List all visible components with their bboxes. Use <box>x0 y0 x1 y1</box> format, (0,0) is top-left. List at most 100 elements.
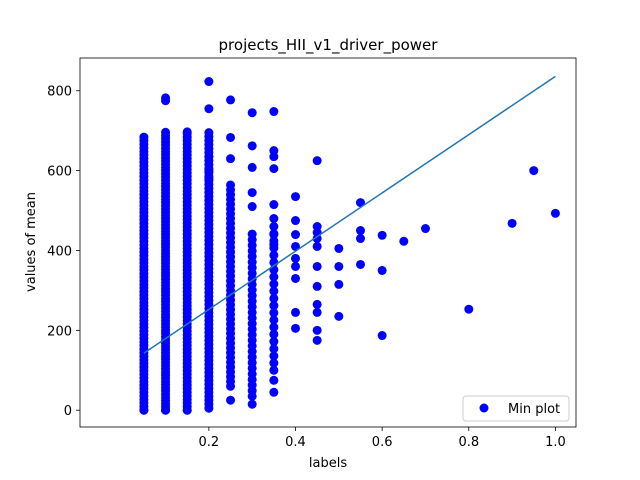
scatter-point <box>204 152 214 162</box>
scatter-point <box>269 279 279 289</box>
scatter-point <box>182 127 192 137</box>
scatter-point <box>269 365 279 375</box>
scatter-point <box>291 323 301 333</box>
scatter-point <box>247 141 257 151</box>
scatter-point <box>312 241 322 251</box>
scatter-point <box>377 331 387 341</box>
scatter-point <box>529 166 539 176</box>
scatter-point <box>269 152 279 162</box>
scatter-point <box>269 250 279 260</box>
scatter-point <box>334 311 344 321</box>
y-tick-label: 0 <box>64 404 72 419</box>
scatter-point <box>312 156 322 166</box>
chart-title: projects_HII_v1_driver_power <box>219 36 439 55</box>
scatter-point <box>269 230 279 240</box>
scatter-point <box>269 308 279 318</box>
plot-area <box>139 75 560 415</box>
scatter-point <box>291 273 301 283</box>
scatter-point <box>204 77 214 87</box>
axes: 0.2 0.4 0.6 0.8 1.0 0 200 400 600 800 <box>47 57 577 450</box>
scatter-point <box>247 399 257 409</box>
scatter-point <box>291 261 301 271</box>
scatter-point <box>226 95 236 105</box>
y-tick-label: 400 <box>47 244 72 259</box>
y-tick-label: 200 <box>47 324 72 339</box>
scatter-point <box>269 322 279 332</box>
scatter-point <box>269 351 279 361</box>
legend-box <box>462 395 570 422</box>
scatter-point <box>247 202 257 212</box>
scatter-point <box>269 272 279 282</box>
scatter-point <box>139 132 149 142</box>
scatter-point <box>269 107 279 117</box>
x-tick-label: 0.8 <box>458 435 479 450</box>
x-tick-label: 0.2 <box>199 435 220 450</box>
trend-line <box>143 75 556 354</box>
scatter-point <box>269 301 279 311</box>
scatter-point <box>312 335 322 345</box>
scatter-point <box>226 180 236 190</box>
scatter-point <box>226 154 236 164</box>
scatter-point <box>312 299 322 309</box>
scatter-point <box>269 344 279 354</box>
x-axis-title: labels <box>309 456 347 471</box>
scatter-point <box>377 230 387 240</box>
scatter-point <box>420 224 430 234</box>
x-tick-label: 0.6 <box>372 435 393 450</box>
scatter-point <box>247 162 257 172</box>
scatter-point <box>247 108 257 118</box>
scatter-point <box>464 304 474 314</box>
legend-label: Min plot <box>508 402 560 417</box>
scatter-point <box>247 229 257 239</box>
scatter-point <box>139 405 149 415</box>
scatter-point <box>161 93 171 103</box>
scatter-point <box>312 325 322 335</box>
scatter-point <box>269 286 279 296</box>
scatter-point <box>550 208 560 218</box>
scatter-point <box>355 198 365 208</box>
scatter-point <box>269 222 279 232</box>
scatter-point <box>269 200 279 210</box>
y-tick-label: 800 <box>47 85 72 100</box>
legend-marker <box>479 403 489 413</box>
x-tick-label: 1.0 <box>545 435 566 450</box>
scatter-point <box>269 239 279 249</box>
scatter-point <box>334 261 344 271</box>
scatter-point <box>182 405 192 415</box>
scatter-point <box>226 395 236 405</box>
x-tick-label: 0.4 <box>285 435 306 450</box>
scatter-point <box>269 337 279 347</box>
scatter-point <box>291 307 301 317</box>
y-tick-label: 600 <box>47 165 72 180</box>
scatter-point <box>312 234 322 244</box>
scatter-point <box>269 387 279 397</box>
scatter-point <box>291 253 301 263</box>
scatter-point <box>312 261 322 271</box>
scatter-point <box>334 279 344 289</box>
scatter-point <box>269 329 279 339</box>
scatter-point <box>355 226 365 236</box>
scatter-point <box>291 192 301 202</box>
scatter-point <box>269 358 279 368</box>
scatter-point <box>226 132 236 142</box>
axes-frame <box>79 57 577 428</box>
scatter-point <box>355 259 365 269</box>
scatter-point <box>247 188 257 198</box>
scatter-point <box>291 230 301 240</box>
scatter-point <box>355 234 365 244</box>
scatter-point <box>269 164 279 174</box>
scatter-point <box>204 128 214 138</box>
scatter-point <box>204 174 214 184</box>
scatter-point <box>161 405 171 415</box>
scatter-point <box>291 216 301 226</box>
scatter-point <box>507 218 517 228</box>
scatter-point <box>377 265 387 275</box>
scatter-point <box>312 281 322 291</box>
scatter-point <box>204 104 214 114</box>
scatter-point <box>269 214 279 224</box>
scatter-point <box>269 315 279 325</box>
scatter-point <box>204 166 214 176</box>
scatter-point <box>161 127 171 137</box>
scatter-point <box>399 236 409 246</box>
